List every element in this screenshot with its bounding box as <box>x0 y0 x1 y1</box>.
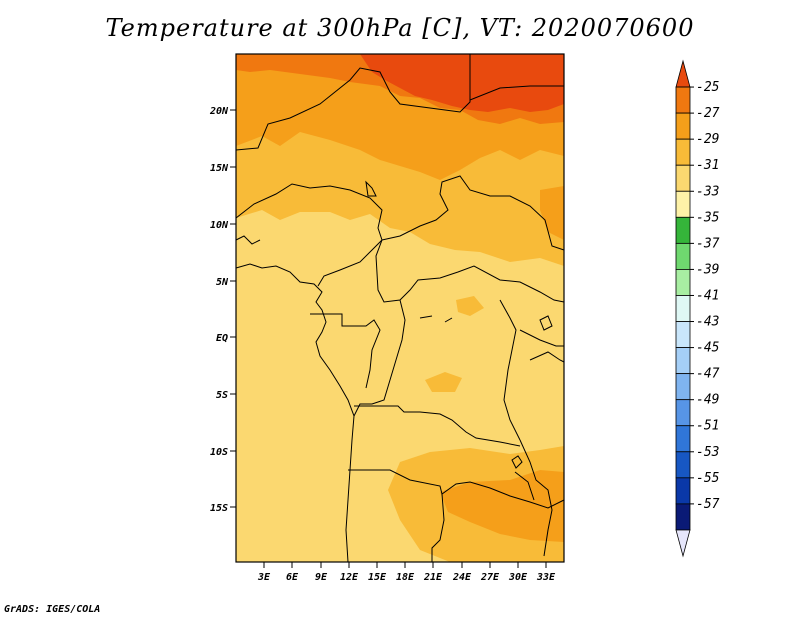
lat-tick-label: 15S <box>210 503 228 514</box>
lon-tick-label: 3E <box>257 572 271 583</box>
lon-tick-label: 12E <box>340 572 359 583</box>
lon-tick-label: 21E <box>423 572 443 583</box>
colorbar-segment <box>675 399 691 427</box>
lon-tick-label: 30E <box>508 572 528 583</box>
lon-axis <box>263 562 547 568</box>
colorbar-segment <box>675 373 691 401</box>
colorbar-segment <box>675 503 691 531</box>
lat-tick-label: 10S <box>210 447 228 458</box>
lat-tick-label: 15N <box>210 163 229 174</box>
colorbar-label: -57 <box>696 497 720 512</box>
colorbar-segment <box>675 347 691 375</box>
lon-tick-label: 6E <box>286 572 299 583</box>
map-title: Temperature at 300hPa [C], VT: 202007060… <box>105 14 695 42</box>
lat-tick-label: 5S <box>216 390 228 401</box>
lon-tick-label: 27E <box>480 572 500 583</box>
colorbar-label: -43 <box>696 315 719 330</box>
colorbar-label: -45 <box>696 341 720 356</box>
colorbar-label: -37 <box>696 236 720 251</box>
lon-labels: 3E 6E 9E 12E 15E 18E 21E 24E 27E 30E 33E <box>257 572 556 583</box>
colorbar-segment <box>675 477 691 505</box>
lat-tick-label: EQ <box>216 333 228 344</box>
colorbar-label: -25 <box>696 80 720 95</box>
colorbar-label: -53 <box>696 445 719 460</box>
country-borders <box>235 54 565 563</box>
colorbar-label: -35 <box>696 210 720 225</box>
lat-tick-label: 20N <box>209 106 229 117</box>
colorbar-label: -39 <box>696 262 719 277</box>
colorbar-segment <box>675 216 691 244</box>
lon-tick-label: 18E <box>396 572 415 583</box>
colorbar-label: -47 <box>696 367 720 382</box>
band-m31-patch <box>425 372 462 392</box>
colorbar-segment <box>675 86 691 114</box>
lat-tick-label: 10N <box>210 220 229 231</box>
lon-tick-label: 15E <box>368 572 387 583</box>
colorbar-bottom-arrow <box>675 529 691 558</box>
colorbar-segment <box>675 451 691 479</box>
band-m25-north <box>360 54 564 112</box>
lon-tick-label: 9E <box>315 572 328 583</box>
colorbar-label: -49 <box>696 393 719 408</box>
colorbar-top-arrow <box>675 59 691 88</box>
colorbar-segment <box>675 242 691 270</box>
colorbar-label: -55 <box>696 471 720 486</box>
colorbar-segment <box>675 295 691 322</box>
colorbar-segment <box>675 164 691 192</box>
lat-axis <box>230 109 236 508</box>
lakes <box>365 180 553 501</box>
colorbar-segment <box>675 269 691 296</box>
colorbar-segment <box>675 425 691 453</box>
lat-labels: 20N 15N 10N 5N EQ 5S 10S 15S <box>209 106 229 514</box>
grads-credit: GrADS: IGES/COLA <box>4 604 101 615</box>
colorbar-label: -41 <box>696 288 719 303</box>
colorbar-label: -27 <box>696 106 720 121</box>
lon-tick-label: 33E <box>536 572 556 583</box>
lat-tick-label: 5N <box>216 277 229 288</box>
colorbar: -25 -27 -29 -31 -33 -35 -37 -39 -41 -43 -45 -47 -49 -… <box>675 59 720 558</box>
band-m29-east <box>540 186 564 240</box>
colorbar-label: -51 <box>696 419 719 434</box>
colorbar-segment <box>675 321 691 348</box>
colorbar-segment <box>675 112 691 140</box>
plot-frame <box>235 53 565 563</box>
lon-tick-label: 24E <box>452 572 472 583</box>
colorbar-segment <box>675 138 691 166</box>
colorbar-label: -31 <box>696 158 719 173</box>
colorbar-segment <box>675 190 691 218</box>
colorbar-label: -33 <box>696 184 719 199</box>
band-m29-south <box>440 470 564 542</box>
colorbar-label: -29 <box>696 132 719 147</box>
band-m31-patch2 <box>456 296 484 316</box>
